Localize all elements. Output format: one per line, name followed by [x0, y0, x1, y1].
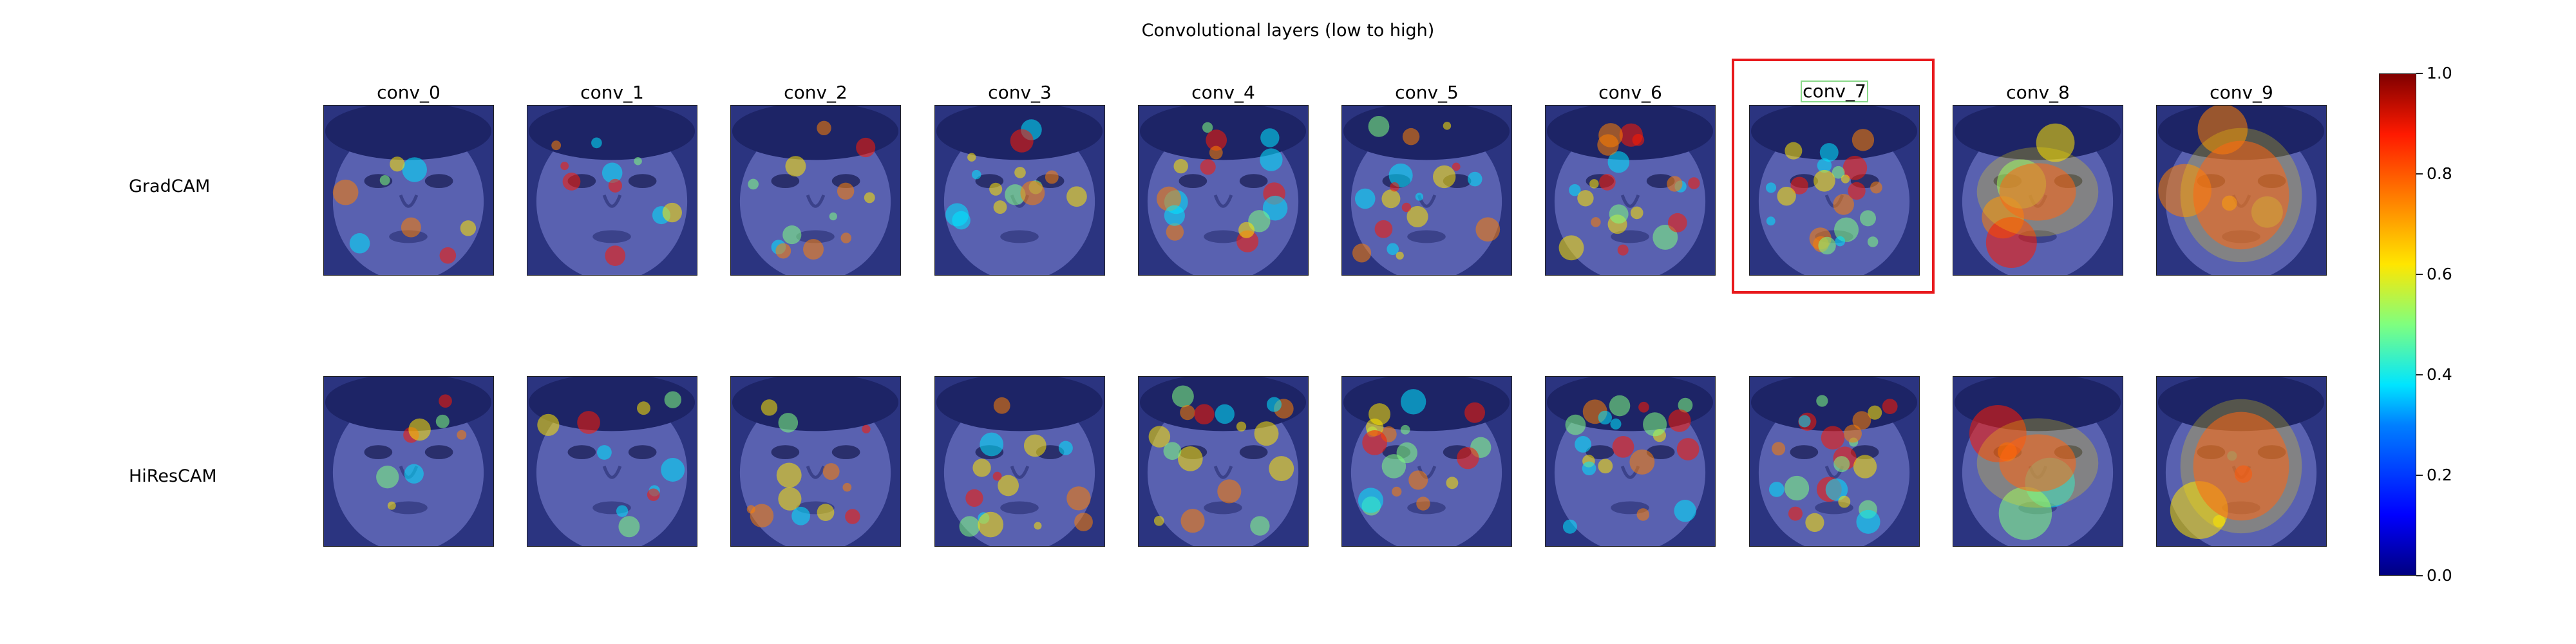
colorbar [2379, 73, 2416, 576]
colorbar-tick [2416, 73, 2423, 74]
row-label-gradcam: GradCAM [129, 176, 211, 196]
column-title-conv-6: conv_6 [1598, 82, 1662, 103]
heatmap-hirescam-conv-3 [934, 376, 1105, 547]
figure-title: Convolutional layers (low to high) [1141, 21, 1435, 41]
heatmap-hirescam-conv-5 [1341, 376, 1512, 547]
colorbar-tick [2416, 173, 2423, 175]
heatmap-hirescam-conv-0 [323, 376, 494, 547]
colorbar-tick-label: 0.0 [2427, 566, 2452, 585]
heatmap-gradcam-conv-0 [323, 105, 494, 276]
heatmap-gradcam-conv-9 [2156, 105, 2327, 276]
conv-7-highlight-box [1732, 59, 1935, 294]
heatmap-gradcam-conv-5 [1341, 105, 1512, 276]
heatmap-gradcam-conv-8 [1953, 105, 2123, 276]
heatmap-gradcam-conv-3 [934, 105, 1105, 276]
row-label-hirescam: HiResCAM [129, 466, 217, 486]
colorbar-tick-label: 0.8 [2427, 164, 2452, 183]
colorbar-tick-label: 0.6 [2427, 265, 2452, 283]
column-title-conv-0: conv_0 [377, 82, 440, 103]
colorbar-tick [2416, 274, 2423, 275]
heatmap-gradcam-conv-7 [1749, 105, 1920, 276]
heatmap-hirescam-conv-2 [730, 376, 901, 547]
column-title-conv-9: conv_9 [2210, 82, 2273, 103]
column-title-conv-1: conv_1 [580, 82, 644, 103]
heatmap-hirescam-conv-8 [1953, 376, 2123, 547]
heatmap-gradcam-conv-1 [527, 105, 697, 276]
heatmap-hirescam-conv-9 [2156, 376, 2327, 547]
heatmap-hirescam-conv-1 [527, 376, 697, 547]
column-title-conv-2: conv_2 [784, 82, 848, 103]
column-title-conv-4: conv_4 [1191, 82, 1255, 103]
heatmap-gradcam-conv-6 [1545, 105, 1716, 276]
colorbar-tick-label: 0.2 [2427, 466, 2452, 484]
colorbar-tick-label: 0.4 [2427, 365, 2452, 384]
colorbar-tick-label: 1.0 [2427, 64, 2452, 82]
column-title-conv-8: conv_8 [2006, 82, 2070, 103]
colorbar-tick [2416, 575, 2423, 576]
colorbar-tick [2416, 374, 2423, 375]
heatmap-hirescam-conv-6 [1545, 376, 1716, 547]
column-title-conv-7: conv_7 [1801, 80, 1868, 102]
column-title-conv-3: conv_3 [988, 82, 1052, 103]
heatmap-gradcam-conv-2 [730, 105, 901, 276]
colorbar-tick [2416, 475, 2423, 476]
heatmap-hirescam-conv-4 [1138, 376, 1309, 547]
heatmap-hirescam-conv-7 [1749, 376, 1920, 547]
heatmap-gradcam-conv-4 [1138, 105, 1309, 276]
column-title-conv-5: conv_5 [1395, 82, 1459, 103]
